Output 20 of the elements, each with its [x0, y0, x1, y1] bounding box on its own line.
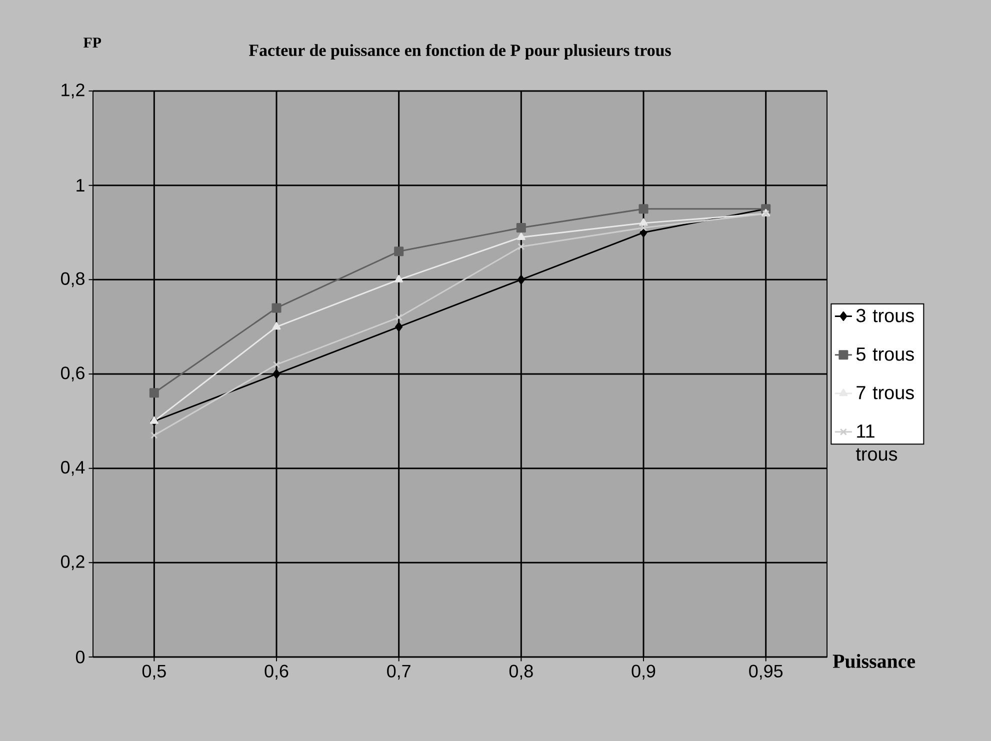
x-tick-label: 0,5 — [142, 664, 166, 680]
chart-title: Facteur de puissance en fonction de P pour plusieurs trous — [248, 44, 671, 60]
x-tick-label: 0,7 — [387, 664, 410, 680]
x-tick-label: 0,8 — [509, 664, 533, 680]
x-tick-label: 0,6 — [264, 664, 288, 680]
x-tick-label: 0,9 — [632, 664, 656, 680]
y-tick-label: 0,4 — [61, 460, 85, 476]
legend-label: 5 trous — [856, 348, 914, 361]
y-tick-label: 0,2 — [61, 555, 84, 570]
y-tick-label: 1,2 — [62, 84, 84, 98]
y-tick-label: 0 — [76, 650, 85, 664]
x-axis-title: Puissance — [832, 654, 916, 668]
legend-label: 3 trous — [856, 308, 914, 322]
y-axis-title: FP — [83, 38, 102, 48]
legend-label: 7 trous — [856, 386, 914, 400]
y-tick-label: 0,6 — [61, 366, 84, 382]
y-tick-label: 1 — [76, 179, 84, 192]
legend-label: 11 trous — [856, 424, 898, 461]
x-tick-label: 0,95 — [749, 664, 783, 680]
y-tick-label: 0,8 — [61, 272, 84, 288]
